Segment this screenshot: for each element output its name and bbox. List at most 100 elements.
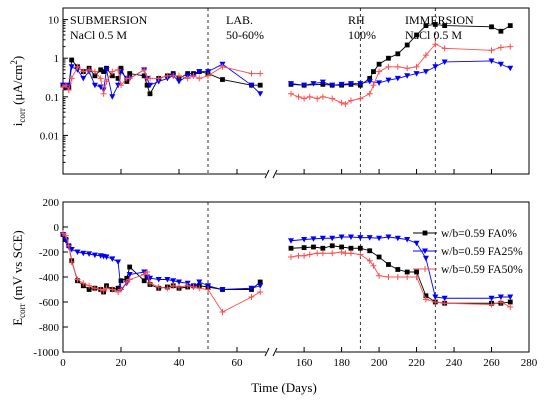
region-rh-line1: RH — [348, 13, 365, 27]
legend-item-0: w/b=0.59 FA0% — [413, 228, 517, 240]
top-point-1 — [74, 67, 81, 73]
bottom-break-mask — [266, 348, 276, 356]
bottom-point-2 — [91, 285, 98, 292]
top-point-1 — [329, 82, 336, 89]
bottom-point-2 — [342, 250, 349, 257]
top-series-group — [60, 22, 514, 108]
bottom-point-1 — [219, 287, 226, 293]
bottom-break-slash — [264, 347, 270, 357]
top-point-2 — [338, 99, 345, 106]
bottom-point-2 — [319, 250, 326, 257]
bottom-series-group — [60, 230, 514, 315]
bottom-point-2 — [74, 276, 81, 283]
bottom-point-2 — [118, 286, 124, 293]
bottom-point-2 — [196, 285, 203, 292]
top-point-2 — [404, 65, 411, 72]
bottom-point-0 — [329, 243, 335, 249]
top-point-2 — [170, 72, 177, 79]
top-point-1 — [248, 82, 255, 89]
top-point-1 — [80, 75, 87, 82]
bottom-point-2 — [413, 274, 420, 280]
bottom-xtick-label: 180 — [333, 357, 350, 369]
bottom-xtick-label: 60 — [232, 357, 244, 369]
top-point-0 — [115, 75, 121, 81]
top-break-slash — [264, 169, 270, 179]
top-point-2 — [205, 72, 211, 79]
legend-marker-2 — [422, 266, 428, 272]
bottom-xtick-label: 160 — [296, 357, 313, 369]
bottom-point-2 — [190, 284, 197, 290]
top-point-1 — [205, 69, 211, 75]
top-point-0 — [118, 65, 124, 71]
bottom-point-1 — [329, 235, 336, 242]
bottom-xtick-label: 40 — [174, 357, 186, 369]
top-point-0 — [395, 51, 401, 57]
legend-item-1: w/b=0.59 FA25% — [413, 246, 523, 258]
top-point-2 — [507, 43, 514, 50]
bottom-point-1 — [488, 295, 495, 302]
top-point-1 — [488, 58, 495, 64]
bottom-point-2 — [347, 250, 354, 257]
top-x-axis-ticks — [62, 169, 530, 174]
bottom-y-axis-ticks: 200 0 -200 -400 -600 -800 -1000 — [33, 197, 68, 359]
bottom-series-line-1-0 — [62, 234, 261, 291]
legend-label-0: w/b=0.59 FA0% — [441, 228, 517, 240]
top-point-1 — [301, 82, 308, 89]
bottom-point-2 — [376, 272, 383, 279]
bottom-point-1 — [196, 279, 203, 285]
legend-label-2: w/b=0.59 FA50% — [441, 264, 523, 276]
bottom-ytick-label: -400 — [39, 272, 60, 284]
bottom-point-2 — [338, 249, 345, 255]
top-point-1 — [347, 81, 354, 87]
bottom-point-0 — [257, 279, 263, 285]
bottom-series-line-2-0 — [62, 232, 261, 313]
bottom-xtick-label: 260 — [483, 357, 500, 369]
top-break-slash — [272, 169, 278, 179]
top-ylabel-sub: corr — [17, 108, 27, 123]
top-point-1 — [68, 64, 75, 70]
top-point-2 — [80, 68, 87, 75]
top-point-0 — [257, 82, 263, 88]
top-point-1 — [338, 81, 345, 88]
top-point-2 — [488, 47, 495, 54]
bottom-point-2 — [497, 299, 504, 305]
bottom-xtick-label: 200 — [371, 357, 388, 369]
top-point-2 — [248, 70, 255, 77]
bottom-xtick-label: 220 — [408, 357, 425, 369]
top-point-1 — [118, 69, 124, 75]
bottom-point-2 — [329, 250, 336, 257]
bottom-point-0 — [386, 262, 391, 267]
bottom-point-2 — [86, 282, 93, 289]
top-point-0 — [498, 28, 504, 34]
bottom-point-0 — [376, 254, 382, 260]
top-point-0 — [404, 42, 410, 48]
bottom-point-2 — [205, 286, 211, 293]
top-point-2 — [370, 82, 377, 89]
bottom-point-2 — [68, 259, 75, 265]
bottom-point-0 — [288, 245, 294, 251]
bottom-point-2 — [103, 285, 110, 292]
top-point-0 — [489, 24, 494, 30]
top-point-2 — [385, 63, 392, 70]
bottom-point-0 — [395, 267, 401, 272]
bottom-point-2 — [164, 285, 171, 292]
top-ylabel-close: ) — [10, 56, 25, 60]
bottom-point-1 — [80, 250, 87, 257]
bottom-point-0 — [367, 248, 373, 254]
top-point-2 — [295, 93, 302, 100]
top-point-0 — [386, 55, 391, 61]
bottom-ytick-label: -200 — [39, 247, 60, 259]
top-region-dividers — [207, 8, 436, 174]
bottom-ytick-label: -1000 — [33, 347, 59, 359]
top-point-2 — [497, 44, 504, 51]
bottom-point-2 — [314, 250, 321, 257]
top-point-1 — [155, 78, 162, 85]
top-ylabel-main: i — [10, 122, 25, 126]
top-point-0 — [371, 69, 376, 74]
legend-marker-0 — [422, 230, 428, 236]
top-point-2 — [141, 66, 148, 73]
top-point-2 — [301, 95, 308, 102]
bottom-point-1 — [176, 279, 182, 285]
top-point-1 — [196, 69, 203, 75]
top-point-2 — [196, 75, 203, 82]
